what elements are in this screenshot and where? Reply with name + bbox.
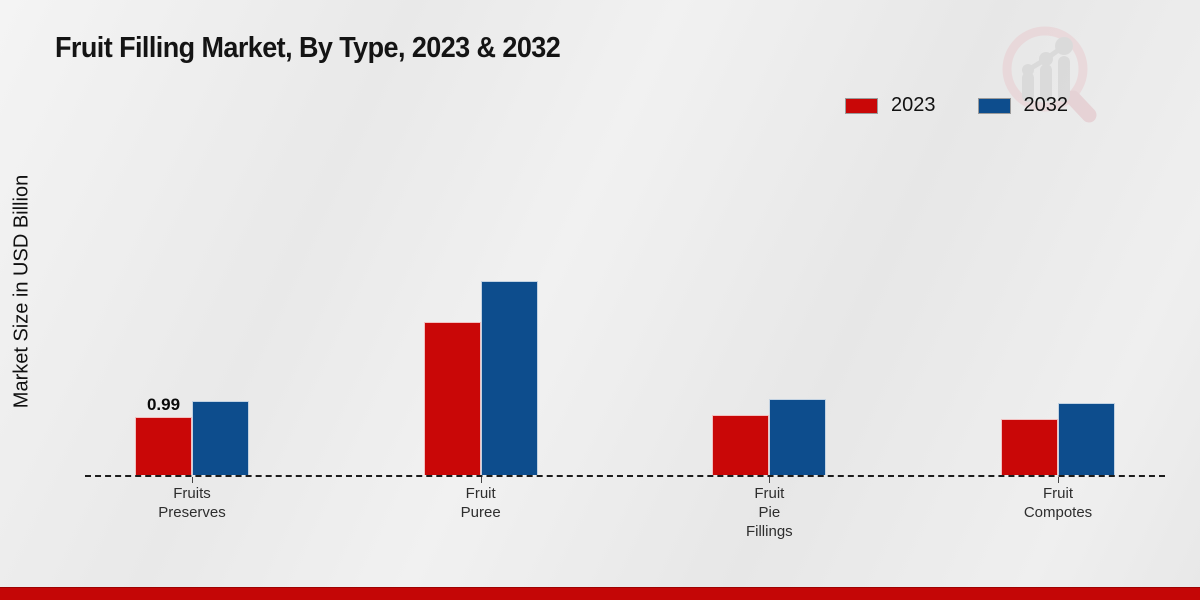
bar-2023-cat0 [135,417,192,475]
magnifier-chart-logo [995,22,1100,132]
legend-swatch-2032 [977,97,1011,114]
bar-value-label: 0.99 [146,395,181,414]
category-label: Fruit Puree [460,485,501,521]
bar-2032-cat1 [480,281,538,475]
category-label: Fruit Compotes [1023,485,1093,521]
bar-2032-cat2 [769,399,827,475]
bar-2032-cat3 [1058,403,1115,475]
category-label: Fruit Pie Fillings [745,485,793,540]
legend-label-2032: 2032 [1023,94,1069,116]
legend-swatch-2023 [845,97,878,114]
x-axis-tick [192,477,193,483]
bar-2032-cat0 [192,401,249,475]
category-label: Fruits Preserves [158,485,226,521]
legend-label-2023: 2023 [891,94,936,116]
bar-2023-cat2 [712,415,770,475]
chart-title: Fruit Filling Market, By Type, 2023 & 20… [55,32,561,64]
x-axis-tick [1058,477,1059,483]
x-axis-baseline [85,475,1165,477]
bar-2023-cat1 [423,322,481,475]
legend-item-2023[interactable]: 2023 [845,94,936,117]
y-axis-label: Market Size in USD Billion [10,174,33,409]
bar-2023-cat3 [1001,419,1058,475]
x-axis-tick [480,477,482,483]
x-axis-tick [769,477,771,483]
plot-area: Fruits Preserves Fruit Puree Fruit Pie Fil… [85,0,1165,600]
footer-strip [0,587,1200,600]
magnifier-growth-chart-icon [1002,26,1097,123]
legend-item-2032[interactable]: 2032 [977,94,1069,117]
legend: 2023 2032 [845,94,1068,117]
